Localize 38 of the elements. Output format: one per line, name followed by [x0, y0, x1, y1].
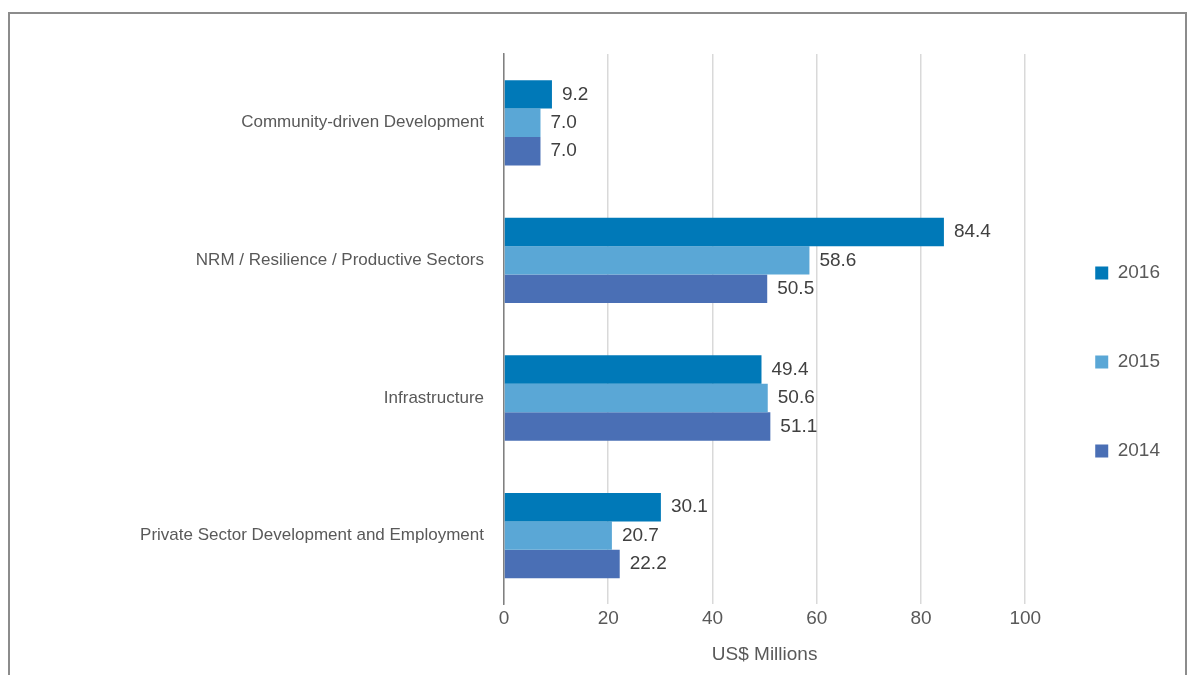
bar: [504, 492, 661, 522]
bar: [504, 549, 620, 579]
x-tick-label: 80: [910, 607, 932, 629]
x-tick-label: 60: [806, 607, 828, 629]
legend-label: 2014: [1117, 439, 1161, 461]
data-label: 58.6: [819, 248, 857, 270]
bar: [504, 521, 612, 550]
bar: [504, 217, 944, 247]
legend-label: 2015: [1117, 350, 1161, 372]
x-tick-label: 100: [1009, 607, 1042, 629]
bar: [504, 137, 541, 166]
x-axis-title: US$ Millions: [711, 642, 818, 664]
data-label: 22.2: [629, 552, 667, 574]
data-label: 7.0: [550, 139, 577, 161]
y-tick-label: Private Sector Development and Employment: [140, 525, 485, 545]
bar: [504, 80, 552, 109]
bar: [504, 246, 810, 275]
data-label: 51.1: [780, 414, 818, 436]
data-label: 30.1: [670, 495, 708, 517]
data-label: 9.2: [561, 82, 589, 104]
data-label: 7.0: [550, 111, 577, 133]
bar: [504, 274, 768, 304]
data-label: 50.5: [777, 277, 815, 299]
bar: [504, 383, 768, 413]
bar: [504, 108, 541, 138]
x-tick-label: 0: [498, 607, 510, 629]
data-label: 50.6: [777, 386, 815, 408]
x-tick-label: 20: [597, 607, 619, 629]
data-label: 84.4: [953, 220, 992, 242]
y-tick-label: Community-driven Development: [241, 112, 485, 132]
y-tick-label: NRM / Resilience / Productive Sectors: [195, 250, 484, 270]
bar: [504, 412, 771, 441]
bar: [504, 355, 762, 384]
x-tick-label: 40: [701, 607, 724, 629]
data-label: 49.4: [771, 357, 809, 379]
data-label: 20.7: [621, 523, 659, 545]
y-tick-label: Infrastructure: [383, 387, 484, 407]
legend-label: 2016: [1117, 261, 1161, 283]
